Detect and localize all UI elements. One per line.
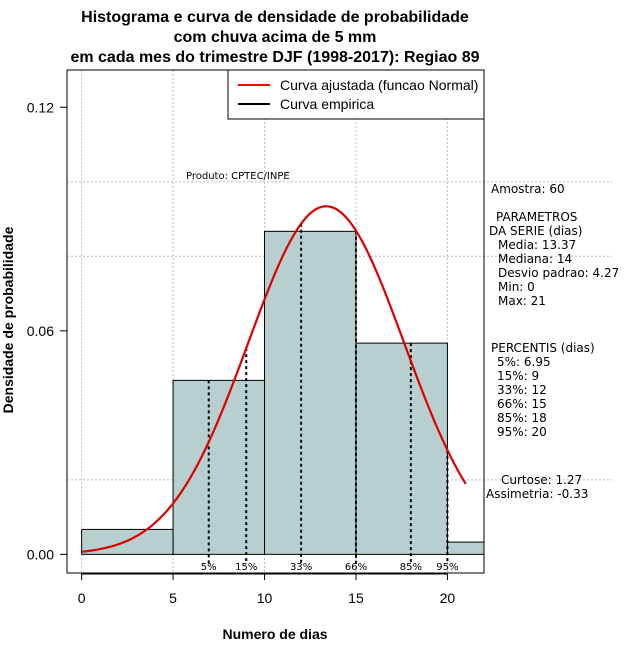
x-tick-label-0: 0 <box>78 590 86 606</box>
stat-p95: 95%: 20 <box>497 425 547 439</box>
legend-box <box>227 69 485 120</box>
stat-p33: 33%: 12 <box>497 383 547 397</box>
stat-max: Max: 21 <box>498 294 546 308</box>
stat-p5: 5%: 6.95 <box>497 355 551 369</box>
stat-mediana: Mediana: 14 <box>498 252 572 266</box>
percentile-label-0: 5% <box>201 562 217 573</box>
histogram-bar-3 <box>355 342 448 555</box>
percentile-label-2: 33% <box>290 562 312 573</box>
stat-p66: 66%: 15 <box>497 397 547 411</box>
stat-params-heading-1: PARAMETROS <box>496 210 577 224</box>
stats-panel: Amostra: 60 PARAMETROS DA SERIE (dias) M… <box>486 182 619 501</box>
stat-assimetria: Assimetria: -0.33 <box>486 487 588 501</box>
percentile-lines: 5% 15% 33% 66% 85% 95% <box>201 223 459 573</box>
percentile-label-5: 95% <box>436 562 458 573</box>
percentile-label-4: 85% <box>400 562 422 573</box>
legend-label-empirical: Curva empirica <box>280 96 374 112</box>
x-tick-label-3: 15 <box>348 590 364 606</box>
product-annotation: Produto: CPTEC/INPE <box>186 171 290 182</box>
stat-amostra: Amostra: 60 <box>491 182 565 196</box>
histogram-bar-1 <box>172 379 266 555</box>
chart-title-line-1: Histograma e curva de densidade de proba… <box>81 9 469 26</box>
normal-fit-curve <box>81 205 467 553</box>
y-tick-label-0: 0.00 <box>27 546 54 562</box>
legend-label-fit: Curva ajustada (funcao Normal) <box>280 77 478 93</box>
y-axis-label: Densidade de probabilidade <box>0 226 16 413</box>
x-tick-label-4: 20 <box>440 590 456 606</box>
stat-p15: 15%: 9 <box>497 369 539 383</box>
percentile-label-3: 66% <box>345 562 367 573</box>
x-tick-label-1: 5 <box>169 590 177 606</box>
histogram-bar-4 <box>446 541 485 555</box>
stat-curtose: Curtose: 1.27 <box>501 473 582 487</box>
legend: Curva ajustada (funcao Normal) Curva emp… <box>227 69 485 120</box>
x-tick-label-2: 10 <box>257 590 273 606</box>
y-tick-label-1: 0.06 <box>27 323 54 339</box>
stat-min: Min: 0 <box>498 280 535 294</box>
chart-title-line-3: em cada mes do trimestre DJF (1998-2017)… <box>70 49 479 66</box>
x-axis-label: Numero de dias <box>222 626 327 642</box>
stat-params-heading-2: DA SERIE (dias) <box>489 224 582 238</box>
histogram-bars <box>81 230 485 555</box>
normal-fit-curve-group <box>81 205 467 553</box>
y-tick-label-2: 0.12 <box>27 99 54 115</box>
chart-title-line-2: com chuva acima de 5 mm <box>174 29 377 46</box>
histogram-bar-2 <box>264 230 357 555</box>
stat-p85: 85%: 18 <box>497 411 547 425</box>
stat-percentis-heading: PERCENTIS (dias) <box>491 341 595 355</box>
stat-desvio: Desvio padrao: 4.27 <box>498 266 619 280</box>
stat-media: Media: 13.37 <box>498 238 576 252</box>
axes: 0 5 10 15 20 0.00 0.06 0.12 <box>27 99 456 606</box>
percentile-label-1: 15% <box>235 562 257 573</box>
